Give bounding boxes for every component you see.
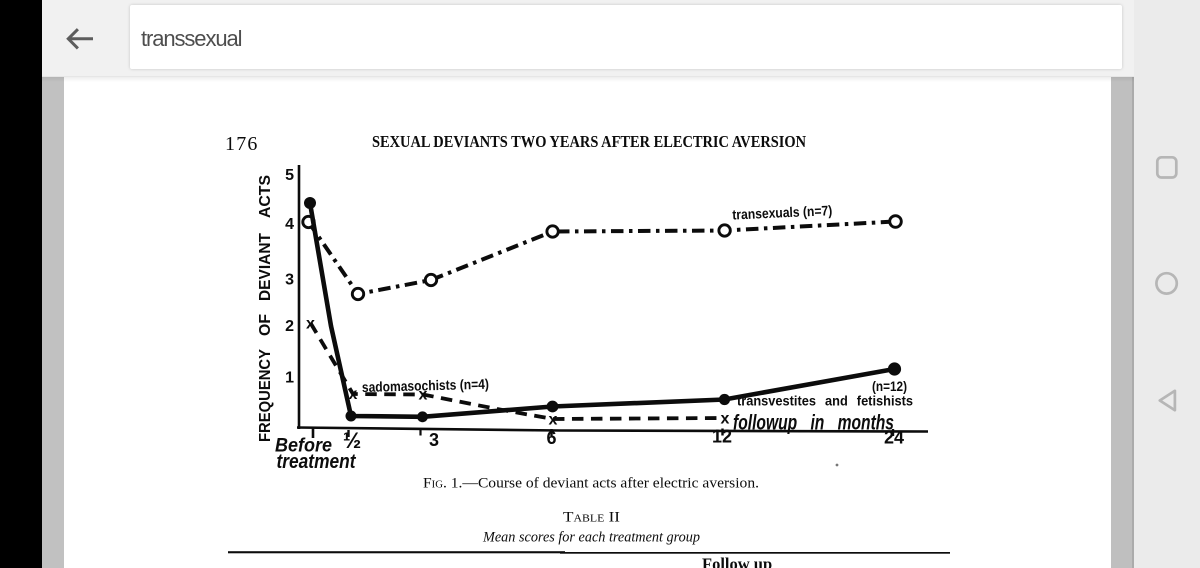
svg-text:x: x <box>306 316 315 333</box>
svg-text:176: 176 <box>225 133 259 155</box>
svg-text:SEXUAL DEVIANTS TWO YEARS AFTE: SEXUAL DEVIANTS TWO YEARS AFTER ELECTRIC… <box>372 132 807 151</box>
svg-text:24: 24 <box>884 428 904 448</box>
svg-text:OF: OF <box>257 314 274 336</box>
svg-text:3: 3 <box>285 272 294 289</box>
svg-text:treatment: treatment <box>277 451 357 473</box>
svg-text:x: x <box>721 411 730 428</box>
svg-text:x: x <box>349 386 358 403</box>
svg-text:12: 12 <box>712 427 732 447</box>
svg-text:2: 2 <box>285 318 294 335</box>
svg-text:x: x <box>419 387 428 404</box>
svg-text:4: 4 <box>285 216 294 233</box>
svg-text:Follow up: Follow up <box>702 555 772 568</box>
svg-text:1: 1 <box>285 370 294 387</box>
svg-text:Table II: Table II <box>563 510 620 526</box>
svg-text:sadomasochists (n=4): sadomasochists (n=4) <box>362 376 489 395</box>
svg-text:Before: Before <box>275 436 332 457</box>
svg-text:transvestites and fetishists: transvestites and fetishists <box>737 393 913 409</box>
svg-text:(n=12): (n=12) <box>872 378 907 394</box>
svg-text:3: 3 <box>429 430 439 450</box>
svg-text:½: ½ <box>343 428 361 453</box>
svg-text:DEVIANT: DEVIANT <box>257 233 274 301</box>
svg-text:5: 5 <box>285 167 294 184</box>
svg-text:ACTS: ACTS <box>257 175 274 218</box>
svg-text:transexuals (n=7): transexuals (n=7) <box>732 202 833 222</box>
svg-text:Fig. 1.—Course of deviant acts: Fig. 1.—Course of deviant acts after ele… <box>423 476 759 492</box>
svg-text:Mean scores for each treatment: Mean scores for each treatment group <box>482 530 700 546</box>
svg-text:6: 6 <box>546 428 556 448</box>
svg-text:followup in months: followup in months <box>733 412 894 435</box>
svg-text:x: x <box>549 412 558 429</box>
svg-text:FREQUENCY: FREQUENCY <box>257 349 274 442</box>
